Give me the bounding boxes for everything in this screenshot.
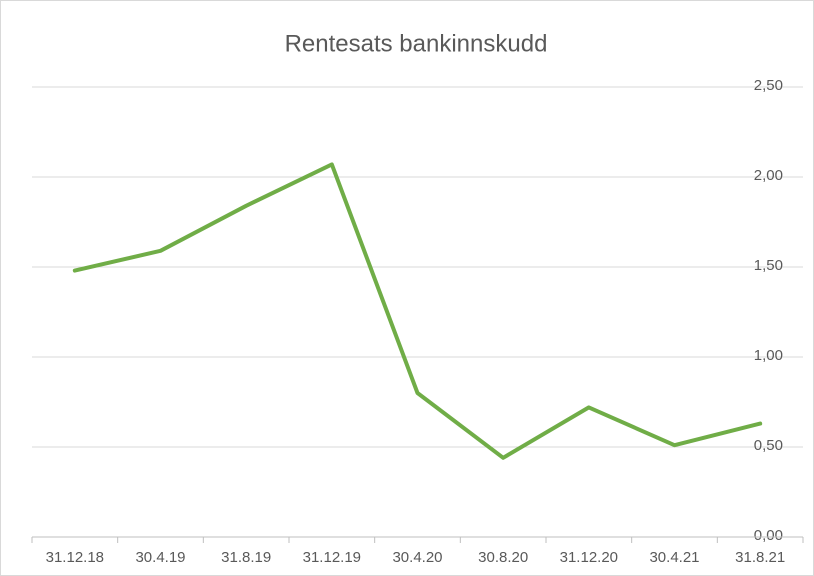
x-tick-label: 30.4.19: [135, 549, 185, 566]
x-tick-label: 30.4.21: [649, 549, 699, 566]
chart-title: Rentesats bankinnskudd: [285, 30, 548, 57]
x-tick-label: 31.12.20: [560, 549, 618, 566]
y-tick-label: 0,00: [754, 527, 783, 544]
y-tick-label: 1,50: [754, 257, 783, 274]
y-tick-label: 2,50: [754, 77, 783, 94]
y-tick-label: 2,00: [754, 167, 783, 184]
x-tick-label: 31.12.18: [46, 549, 104, 566]
x-tick-label: 31.8.21: [735, 549, 785, 566]
y-tick-label: 1,00: [754, 347, 783, 364]
x-tick-label: 31.8.19: [221, 549, 271, 566]
x-tick-label: 30.4.20: [392, 549, 442, 566]
x-tick-label: 30.8.20: [478, 549, 528, 566]
y-tick-label: 0,50: [754, 437, 783, 454]
x-tick-label: 31.12.19: [303, 549, 361, 566]
data-line: [72, 162, 763, 460]
